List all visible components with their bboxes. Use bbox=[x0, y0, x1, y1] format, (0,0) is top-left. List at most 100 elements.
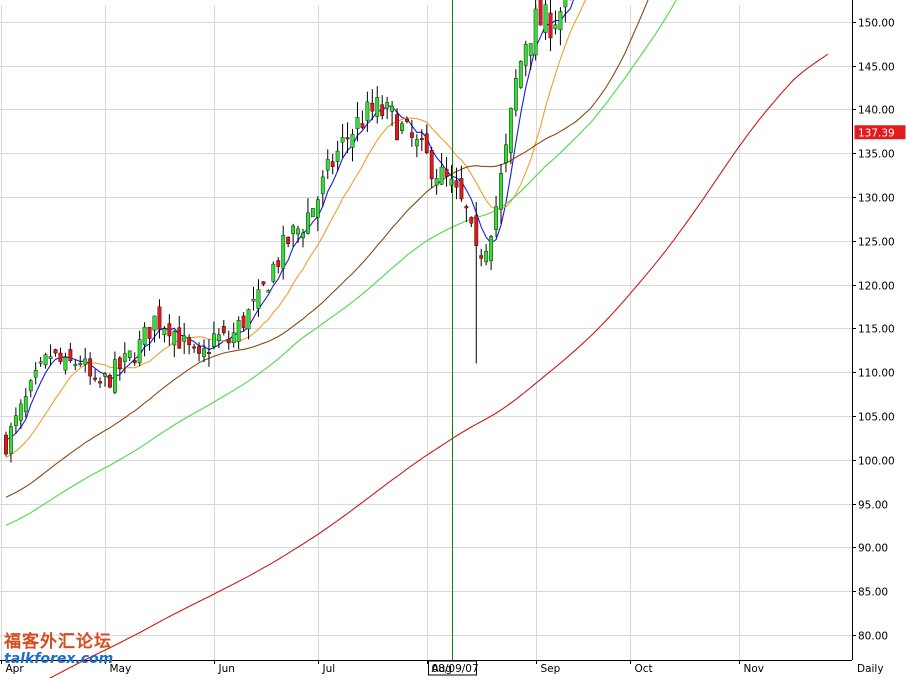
candlestick[interactable] bbox=[539, 0, 542, 25]
candlestick[interactable] bbox=[465, 205, 468, 222]
candlestick[interactable] bbox=[549, 0, 552, 51]
price-tick-label: 130.00 bbox=[858, 193, 895, 205]
candlestick[interactable] bbox=[356, 102, 359, 141]
candlestick[interactable] bbox=[544, 0, 547, 40]
candlestick[interactable] bbox=[252, 287, 255, 311]
candlestick[interactable] bbox=[24, 388, 27, 418]
candlestick[interactable] bbox=[93, 369, 96, 382]
candlestick[interactable] bbox=[212, 322, 215, 350]
candlestick[interactable] bbox=[484, 244, 487, 265]
candlestick[interactable] bbox=[69, 343, 72, 363]
candlestick[interactable] bbox=[183, 323, 186, 354]
candlestick[interactable] bbox=[113, 352, 116, 395]
candlestick[interactable] bbox=[103, 372, 106, 386]
candle-body bbox=[277, 260, 280, 266]
candlestick[interactable] bbox=[445, 157, 448, 187]
candlestick[interactable] bbox=[381, 95, 384, 119]
candlestick[interactable] bbox=[564, 0, 567, 22]
candlestick[interactable] bbox=[277, 257, 280, 273]
candlestick[interactable] bbox=[376, 86, 379, 123]
candlestick[interactable] bbox=[480, 249, 483, 266]
candlestick[interactable] bbox=[306, 198, 309, 234]
candlestick[interactable] bbox=[311, 208, 314, 217]
candlestick[interactable] bbox=[143, 322, 146, 356]
candlestick[interactable] bbox=[39, 357, 42, 367]
candlestick[interactable] bbox=[534, 0, 537, 60]
candlestick[interactable] bbox=[405, 116, 408, 123]
candlestick[interactable] bbox=[74, 360, 77, 370]
candlestick[interactable] bbox=[504, 134, 507, 173]
candlestick[interactable] bbox=[88, 352, 91, 385]
candlestick[interactable] bbox=[54, 349, 57, 357]
candlestick[interactable] bbox=[272, 261, 275, 283]
candlestick[interactable] bbox=[202, 339, 205, 362]
candlestick[interactable] bbox=[351, 129, 354, 162]
candlestick[interactable] bbox=[361, 111, 364, 130]
candlestick[interactable] bbox=[529, 43, 532, 69]
price-tick-label: 80.00 bbox=[858, 631, 888, 643]
candlestick[interactable] bbox=[316, 196, 319, 231]
candlestick[interactable] bbox=[267, 289, 270, 292]
candlestick[interactable] bbox=[108, 373, 111, 388]
candlestick[interactable] bbox=[44, 353, 47, 369]
candlestick[interactable] bbox=[4, 432, 7, 457]
candlestick[interactable] bbox=[49, 344, 52, 365]
candle-body bbox=[202, 349, 205, 357]
candlestick[interactable] bbox=[296, 226, 299, 243]
candlestick[interactable] bbox=[499, 164, 502, 224]
candle-body bbox=[366, 102, 369, 121]
candlestick[interactable] bbox=[470, 216, 473, 227]
candlestick[interactable] bbox=[192, 344, 195, 353]
candlestick[interactable] bbox=[331, 154, 334, 174]
candlestick[interactable] bbox=[524, 41, 527, 76]
candlestick[interactable] bbox=[390, 101, 393, 126]
candlestick[interactable] bbox=[138, 331, 141, 366]
candlestick[interactable] bbox=[341, 124, 344, 158]
candlestick[interactable] bbox=[128, 351, 131, 361]
candlestick[interactable] bbox=[440, 153, 443, 185]
candlestick[interactable] bbox=[168, 314, 171, 345]
candlestick[interactable] bbox=[34, 362, 37, 384]
candlestick[interactable] bbox=[371, 89, 374, 120]
candlestick[interactable] bbox=[475, 202, 478, 363]
candle-body bbox=[445, 169, 448, 177]
candlestick[interactable] bbox=[291, 224, 294, 247]
candlestick[interactable] bbox=[489, 235, 492, 270]
candlestick[interactable] bbox=[14, 407, 17, 433]
candle-body bbox=[470, 217, 473, 223]
candlestick[interactable] bbox=[98, 377, 101, 388]
candlestick[interactable] bbox=[519, 60, 522, 89]
candlestick[interactable] bbox=[247, 308, 250, 339]
candlestick[interactable] bbox=[207, 339, 210, 366]
candlestick[interactable] bbox=[286, 236, 289, 247]
candlestick[interactable] bbox=[435, 169, 438, 195]
candlestick[interactable] bbox=[222, 320, 225, 335]
candlestick[interactable] bbox=[494, 196, 497, 237]
candlestick[interactable] bbox=[237, 316, 240, 349]
candlestick[interactable] bbox=[460, 166, 463, 202]
candlestick[interactable] bbox=[430, 147, 433, 188]
candlestick[interactable] bbox=[9, 423, 12, 463]
candlestick[interactable] bbox=[173, 330, 176, 357]
candle-body bbox=[69, 349, 72, 360]
candle-body bbox=[534, 9, 537, 55]
candlestick[interactable] bbox=[59, 348, 62, 365]
candlestick[interactable] bbox=[118, 356, 121, 381]
candlestick[interactable] bbox=[509, 107, 512, 164]
candlestick[interactable] bbox=[178, 316, 181, 349]
candlestick[interactable] bbox=[385, 97, 388, 119]
candlestick[interactable] bbox=[84, 348, 87, 372]
candlestick[interactable] bbox=[64, 353, 67, 375]
candlestick[interactable] bbox=[232, 323, 235, 348]
candlestick[interactable] bbox=[242, 312, 245, 331]
candlestick[interactable] bbox=[559, 7, 562, 45]
candlestick[interactable] bbox=[514, 69, 517, 116]
candlesticks[interactable] bbox=[4, 0, 829, 462]
candlestick[interactable] bbox=[29, 379, 32, 397]
candlestick[interactable] bbox=[148, 327, 151, 350]
candlestick[interactable] bbox=[400, 121, 403, 134]
candlestick[interactable] bbox=[227, 331, 230, 350]
candlestick[interactable] bbox=[133, 352, 136, 366]
